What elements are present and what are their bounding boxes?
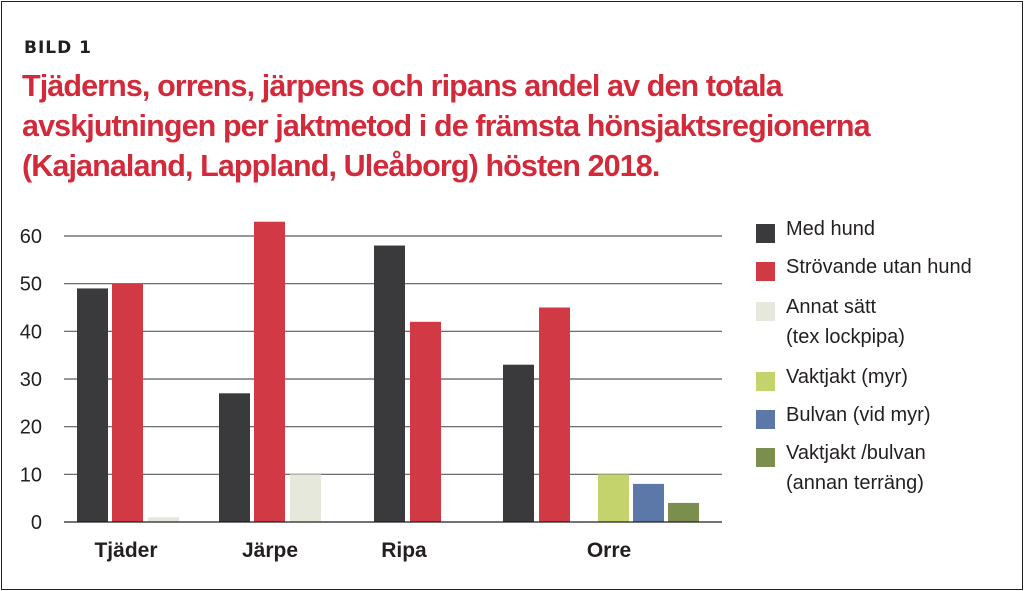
chart-title-line-1: Tjäderns, orrens, järpens och ripans and… [22,69,783,103]
legend-item: Bulvan (vid myr) [756,400,1016,430]
bar [219,393,250,522]
bar [410,321,441,522]
bar [148,517,179,522]
bar [77,288,108,522]
y-tick-label: 20 [20,417,42,439]
legend-item: Vaktjakt /bulvan (annan terräng) [756,438,1016,498]
chart-title-line-3: (Kajanaland, Lappland, Uleåborg) hösten … [22,149,660,183]
x-category-label: Tjäder [94,539,157,562]
y-tick-label: 50 [20,274,42,296]
legend-swatch [756,448,775,467]
legend-swatch [756,372,775,391]
legend-label: Bulvan (vid myr) [786,404,931,426]
chart-title: Tjäderns, orrens, järpens och ripans and… [22,66,1007,186]
bar [503,364,534,522]
legend-label: Strövande utan hund [786,256,972,278]
legend-swatch [756,224,775,243]
x-category-label: Ripa [381,539,427,562]
bar [633,483,664,522]
x-category-label: Orre [587,539,631,562]
chart-title-line-2: avskjutningen per jaktmetod i de främsta… [22,109,871,143]
legend-item: Strövande utan hund [756,252,1016,282]
legend-item: Vaktjakt (myr) [756,362,1016,392]
legend-label: Annat sätt (tex lockpipa) [786,296,905,348]
legend-label: Med hund [786,218,875,240]
legend-item: Annat sätt (tex lockpipa) [756,292,1016,352]
y-tick-label: 0 [31,512,42,534]
legend-label: Vaktjakt /bulvan (annan terräng) [786,442,926,494]
chart-legend: Med hund Strövande utan hund Annat sätt (t… [756,214,1016,498]
y-tick-label: 30 [20,369,42,391]
y-tick-label: 40 [20,321,42,343]
bar [290,474,321,522]
bar [668,502,699,522]
legend-label: Vaktjakt (myr) [786,366,908,388]
bar [598,474,629,522]
legend-swatch [756,262,775,281]
y-tick-label: 10 [20,464,42,486]
legend-swatch [756,410,775,429]
legend-item: Med hund [756,214,1016,244]
bar [374,245,405,523]
bar [112,283,143,522]
bar [539,307,570,522]
y-tick-label: 60 [20,226,42,248]
figure-label: BILD 1 [24,38,92,58]
x-category-label: Järpe [242,539,298,562]
bar [254,221,285,522]
legend-swatch [756,302,775,321]
